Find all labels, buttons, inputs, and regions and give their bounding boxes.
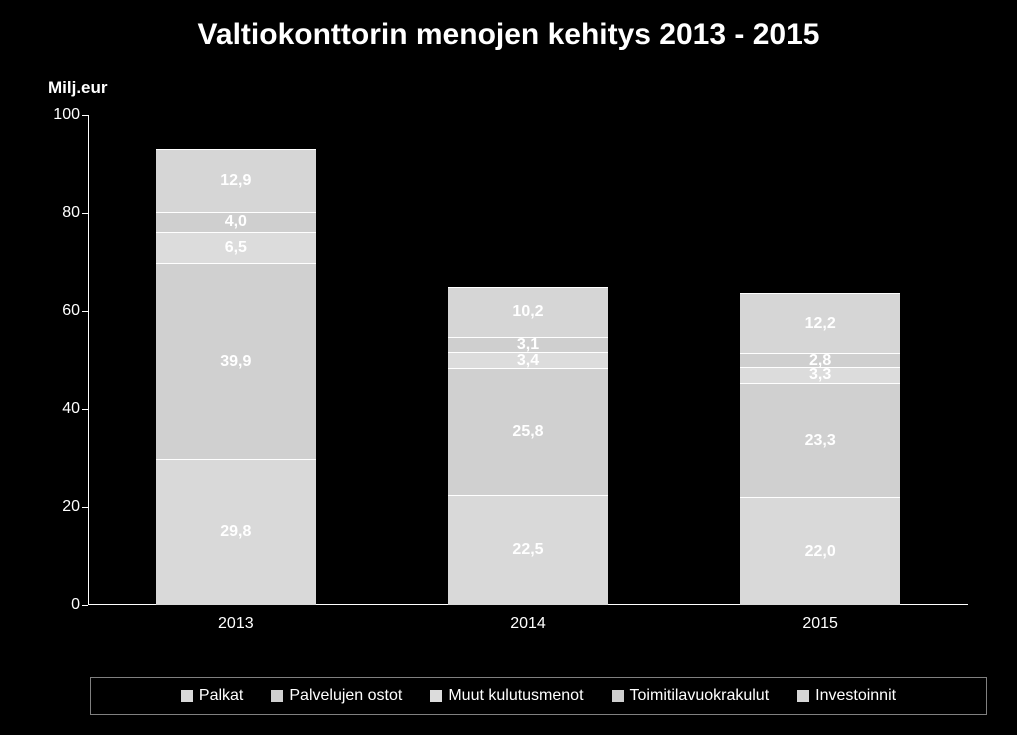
segment-value-label: 25,8: [512, 423, 543, 441]
segment-value-label: 3,3: [809, 366, 831, 384]
bar-stack: 22,0 23,3 3,32,8 12,2: [740, 293, 900, 605]
segment-value-label: 2,8: [809, 352, 831, 370]
y-tick-mark: [82, 213, 88, 214]
segment-value-label: 6,5: [225, 239, 247, 257]
bar-segment: 2,8: [740, 353, 900, 367]
segment-value-label: 4,0: [225, 213, 247, 231]
segment-value-label: 23,3: [805, 432, 836, 450]
bar-segment: 3,1: [448, 337, 608, 352]
legend-label: Toimitilavuokrakulut: [630, 687, 770, 705]
segment-value-label: 12,9: [220, 172, 251, 190]
bar-segment: 22,5: [448, 495, 608, 605]
segment-value-label: 22,0: [805, 543, 836, 561]
y-tick-label: 80: [44, 204, 80, 222]
y-tick-mark: [82, 409, 88, 410]
x-tick-label: 2013: [218, 615, 254, 633]
legend-item: Toimitilavuokrakulut: [612, 687, 770, 705]
segment-value-label: 10,2: [512, 303, 543, 321]
bar-segment: 23,3: [740, 383, 900, 497]
y-tick-mark: [82, 115, 88, 116]
bar-segment: 12,2: [740, 293, 900, 353]
chart-title: Valtiokonttorin menojen kehitys 2013 - 2…: [0, 0, 1017, 52]
segment-value-label: 3,1: [517, 336, 539, 354]
segment-value-label: 12,2: [805, 315, 836, 333]
legend-label: Investoinnit: [815, 687, 896, 705]
legend-swatch: [271, 690, 283, 702]
segment-value-label: 22,5: [512, 541, 543, 559]
legend-label: Palkat: [199, 687, 243, 705]
legend-swatch: [797, 690, 809, 702]
bar-segment: 12,9: [156, 149, 316, 212]
legend-item: Muut kulutusmenot: [430, 687, 583, 705]
segment-value-label: 3,4: [517, 352, 539, 370]
y-tick-label: 100: [44, 106, 80, 124]
bar-segment: 6,5: [156, 232, 316, 264]
y-axis-line: [88, 115, 89, 605]
y-tick-label: 20: [44, 498, 80, 516]
legend-label: Palvelujen ostot: [289, 687, 402, 705]
legend-swatch: [612, 690, 624, 702]
bar-stack: 29,8 39,9 6,5 4,0 12,9: [156, 149, 316, 605]
bar-segment: 22,0: [740, 497, 900, 605]
bar-segment: 39,9: [156, 263, 316, 459]
bar-segment: 29,8: [156, 459, 316, 605]
bar-segment: 4,0: [156, 212, 316, 232]
y-tick-label: 0: [44, 596, 80, 614]
y-tick-label: 40: [44, 400, 80, 418]
bar-segment: 3,3: [740, 367, 900, 383]
bar-segment: 3,4: [448, 352, 608, 369]
bar-segment: 25,8: [448, 368, 608, 494]
bar-stack: 22,5 25,8 3,43,1 10,2: [448, 287, 608, 605]
segment-value-label: 29,8: [220, 523, 251, 541]
legend: Palkat Palvelujen ostot Muut kulutusmenot T…: [90, 677, 987, 715]
segment-value-label: 39,9: [220, 353, 251, 371]
y-tick-mark: [82, 605, 88, 606]
chart-container: Valtiokonttorin menojen kehitys 2013 - 2…: [0, 0, 1017, 735]
bar-segment: 10,2: [448, 287, 608, 337]
legend-item: Palvelujen ostot: [271, 687, 402, 705]
plot-area: 02040608010029,839,96,54,012,9201322,525…: [88, 115, 968, 605]
x-tick-label: 2014: [510, 615, 546, 633]
y-axis-label: Milj.eur: [48, 78, 108, 98]
legend-swatch: [181, 690, 193, 702]
legend-swatch: [430, 690, 442, 702]
legend-item: Investoinnit: [797, 687, 896, 705]
legend-item: Palkat: [181, 687, 243, 705]
legend-label: Muut kulutusmenot: [448, 687, 583, 705]
y-tick-mark: [82, 507, 88, 508]
y-tick-label: 60: [44, 302, 80, 320]
y-tick-mark: [82, 311, 88, 312]
x-tick-label: 2015: [802, 615, 838, 633]
